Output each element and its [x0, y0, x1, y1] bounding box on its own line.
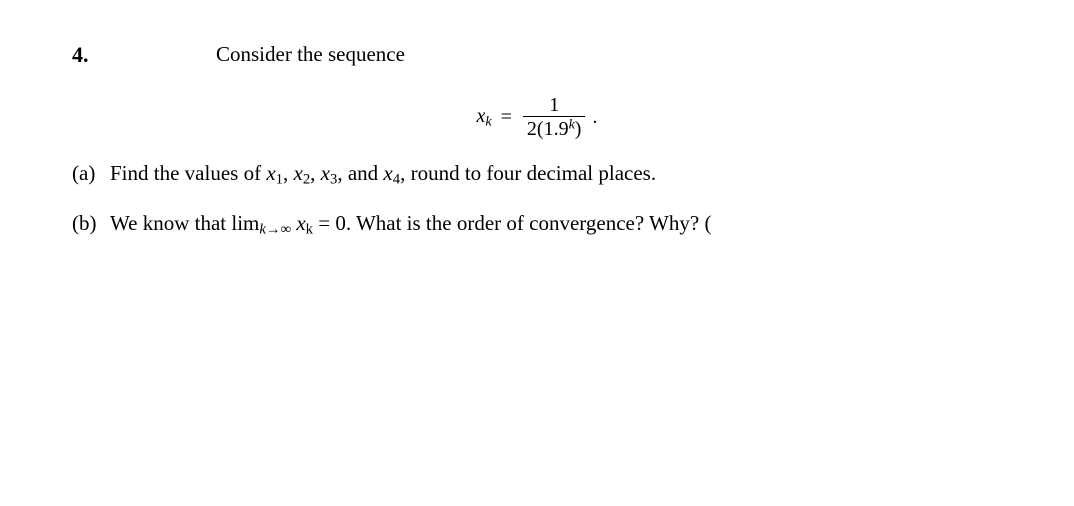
text-segment: x: [266, 161, 275, 185]
eq-den-open: (: [537, 118, 544, 140]
text-segment: x: [321, 161, 330, 185]
text-segment: Find the values of: [110, 161, 266, 185]
equation: xk = 1 2(1.9k) .: [72, 94, 1002, 141]
text-segment: We know that lim: [110, 211, 259, 235]
text-segment: , round to four decimal places.: [400, 161, 656, 185]
part-row: (b)We know that limk→∞ xk = 0. What is t…: [72, 209, 1002, 241]
text-segment: ,: [283, 161, 294, 185]
eq-den-base: 1.9: [544, 118, 569, 140]
text-segment: , and: [337, 161, 383, 185]
part-text: Find the values of x1, x2, x3, and x4, r…: [110, 159, 1002, 191]
text-segment: x: [383, 161, 392, 185]
part-row: (a)Find the values of x1, x2, x3, and x4…: [72, 159, 1002, 191]
problem-parts: (a)Find the values of x1, x2, x3, and x4…: [72, 159, 1002, 240]
eq-denominator: 2(1.9k): [523, 117, 586, 141]
text-segment: = 0. What is the order of convergence? W…: [313, 211, 711, 235]
text-segment: 4: [393, 172, 400, 188]
text-segment: k→∞: [259, 221, 291, 237]
eq-den-close: ): [575, 118, 582, 140]
problem-number: 4.: [72, 42, 216, 68]
eq-lhs-sub: k: [485, 114, 491, 129]
text-segment: x: [296, 211, 305, 235]
text-segment: 1: [276, 172, 283, 188]
part-text: We know that limk→∞ xk = 0. What is the …: [110, 209, 1002, 241]
text-segment: k: [306, 221, 313, 237]
eq-numerator: 1: [523, 94, 586, 117]
problem-intro: Consider the sequence: [216, 42, 405, 67]
text-segment: x: [293, 161, 302, 185]
eq-sign: =: [501, 106, 512, 128]
part-label: (b): [72, 211, 110, 236]
eq-den-prefix: 2: [527, 118, 537, 140]
part-label: (a): [72, 161, 110, 186]
text-segment: ,: [310, 161, 321, 185]
eq-fraction: 1 2(1.9k): [523, 94, 586, 141]
eq-period: .: [592, 106, 597, 128]
